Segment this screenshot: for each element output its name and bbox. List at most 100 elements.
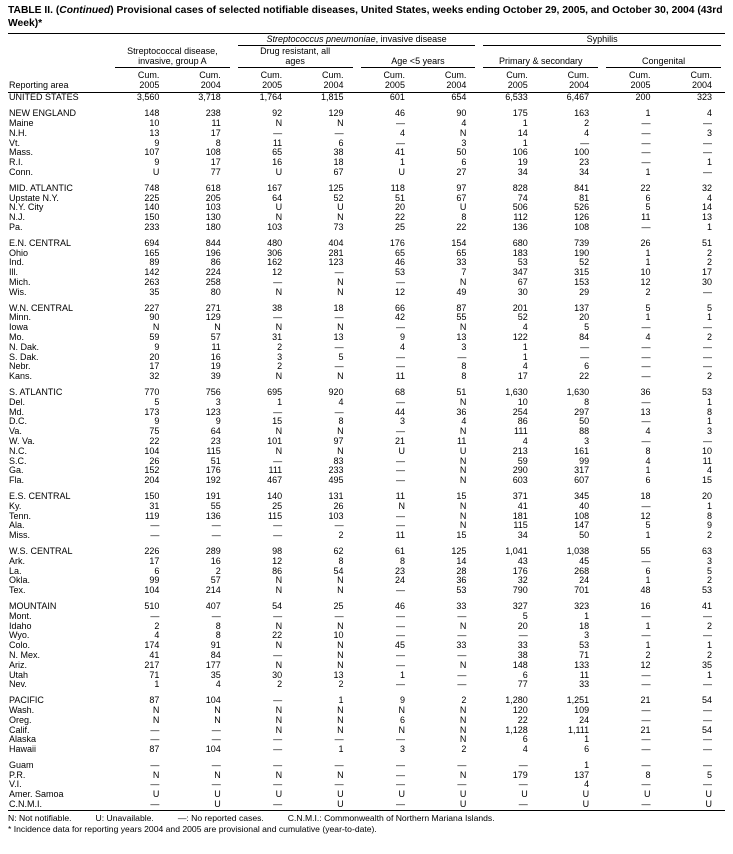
table-row: Ark. 17 16 12 8 8 14 43 45 — 3	[8, 557, 725, 567]
table-row: Nev. 1 4 2 2 — — 77 33 — —	[8, 680, 725, 690]
value-cell: 1	[154, 680, 160, 690]
table-row: Ohio 165 196 306 281 65 65 183 190 1 2	[8, 249, 725, 259]
value-cell: —	[641, 670, 651, 680]
table-row: Ala. — — — — — N 115 147 5 9	[8, 521, 725, 531]
reporting-area-cell: PACIFIC	[9, 696, 44, 706]
value-cell: 3	[584, 631, 590, 641]
drug-resistant-header: Drug resistant, all ages	[234, 46, 357, 69]
value-cell: 55	[456, 313, 467, 323]
value-cell: 258	[205, 278, 221, 288]
value-cell: 45	[579, 556, 590, 566]
value-cell: —	[395, 119, 405, 129]
value-cell: —	[211, 521, 221, 531]
table-row: N.C. 104 115 N N U U 213 161 8 10	[8, 447, 725, 457]
value-cell: 99	[149, 576, 160, 586]
reporting-area-cell: Va.	[9, 427, 22, 437]
value-cell: 1,111	[567, 725, 590, 735]
value-cell: 61	[394, 546, 405, 556]
value-cell: 54	[272, 601, 283, 611]
table-row: E.S. CENTRAL 150 191 140 131 11 15 371 345 18 20	[8, 492, 725, 502]
table-row: Wis. 35 80 N N 12 49 30 29 2 —	[8, 288, 725, 298]
value-cell: 50	[579, 531, 590, 541]
reporting-area-cell: D.C.	[9, 417, 27, 427]
value-cell: 8	[215, 138, 221, 148]
reporting-area-cell: Iowa	[9, 323, 29, 333]
value-cell: —	[334, 780, 344, 790]
value-cell: 844	[205, 238, 221, 248]
value-cell: 13	[333, 670, 344, 680]
value-cell: —	[395, 466, 405, 476]
reporting-area-cell: MOUNTAIN	[9, 601, 57, 611]
value-cell: 8	[706, 407, 712, 417]
value-cell: 9	[706, 521, 712, 531]
value-cell: N	[275, 641, 283, 651]
value-cell: —	[703, 342, 712, 352]
value-cell: 133	[574, 660, 590, 670]
value-cell: 217	[144, 660, 160, 670]
value-cell: 11	[457, 436, 467, 446]
column-header-cum-year: Cum. 2005	[602, 68, 664, 94]
value-cell: 64	[210, 427, 221, 437]
value-cell: 83	[333, 456, 344, 466]
strep-a-group-header: Streptococcal disease, invasive, group A	[111, 34, 234, 69]
value-cell: N	[459, 770, 467, 780]
value-cell: 53	[579, 641, 590, 651]
value-cell: N	[337, 323, 344, 333]
value-cell: 4	[338, 397, 344, 407]
value-cell: —	[703, 436, 712, 446]
value-cell: —	[641, 705, 651, 715]
value-cell: 97	[333, 436, 344, 446]
value-cell: 20	[701, 491, 712, 501]
value-cell: 3	[584, 436, 590, 446]
value-cell: 20	[149, 352, 160, 362]
value-cell: —	[641, 362, 651, 372]
value-cell: 1	[338, 696, 344, 706]
value-cell: 137	[574, 770, 590, 780]
value-cell: 4	[461, 119, 467, 129]
value-cell: —	[703, 362, 712, 372]
value-cell: N	[214, 705, 221, 715]
table-row: Idaho 2 8 N N — N 20 18 1 2	[8, 622, 725, 632]
table-row: N.J. 150 130 N N 22 8 112 126 11 13	[8, 213, 725, 223]
value-cell: U	[459, 790, 467, 800]
reporting-area-cell: N.Y. City	[9, 203, 44, 213]
value-cell: N	[459, 501, 467, 511]
value-cell: 13	[333, 333, 344, 343]
value-cell: —	[641, 158, 651, 168]
value-cell: 495	[328, 476, 344, 486]
value-cell: 4	[645, 427, 651, 437]
value-cell: 21	[394, 436, 405, 446]
value-cell: 3	[215, 397, 221, 407]
table-row: W. Va. 22 23 101 97 21 11 4 3 — —	[8, 437, 725, 447]
value-cell: 115	[206, 446, 221, 456]
value-cell: 10	[701, 446, 712, 456]
value-cell: —	[703, 760, 712, 770]
value-cell: 9	[399, 696, 405, 706]
column-header-cum-year: Cum. 2004	[417, 68, 480, 94]
value-cell: 75	[149, 427, 160, 437]
value-cell: N	[275, 446, 283, 456]
value-cell: 22	[579, 372, 590, 382]
value-cell: —	[395, 476, 405, 486]
value-cell: N	[275, 323, 283, 333]
value-cell: 192	[205, 476, 221, 486]
value-cell: 15	[456, 491, 467, 501]
table-row: Colo. 174 91 N N 45 33 33 53 1 1	[8, 641, 725, 651]
value-cell: 52	[517, 313, 528, 323]
reporting-area-cell: Mass.	[9, 148, 34, 158]
value-cell: 5	[645, 203, 651, 213]
reporting-area-cell: N.C.	[9, 446, 27, 456]
value-cell: 17	[517, 372, 528, 382]
value-cell: 263	[144, 278, 160, 288]
value-cell: 10	[517, 397, 528, 407]
value-cell: 176	[512, 566, 528, 576]
value-cell: —	[150, 531, 160, 541]
value-cell: —	[150, 725, 160, 735]
value-cell: —	[703, 352, 712, 362]
value-cell: 404	[328, 238, 344, 248]
reporting-area-cell: W. Va.	[9, 436, 35, 446]
value-cell: 92	[272, 109, 283, 119]
value-cell: 10	[333, 631, 344, 641]
value-cell: —	[334, 268, 344, 278]
value-cell: —	[273, 531, 283, 541]
